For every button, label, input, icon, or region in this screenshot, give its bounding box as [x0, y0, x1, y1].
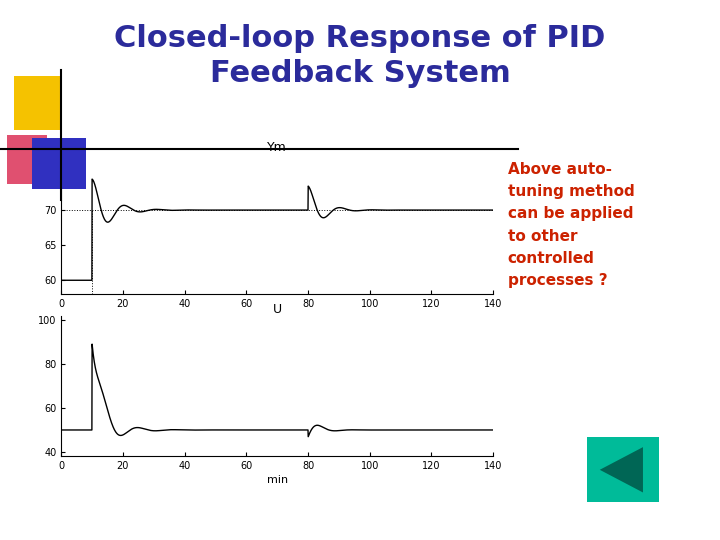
- Title: Ym: Ym: [267, 141, 287, 154]
- Text: Above auto-
tuning method
can be applied
to other
controlled
processes ?: Above auto- tuning method can be applied…: [508, 162, 634, 288]
- Text: Closed-loop Response of PID
Feedback System: Closed-loop Response of PID Feedback Sys…: [114, 24, 606, 88]
- Polygon shape: [600, 447, 643, 492]
- X-axis label: min: min: [266, 475, 288, 485]
- Title: U: U: [273, 303, 282, 316]
